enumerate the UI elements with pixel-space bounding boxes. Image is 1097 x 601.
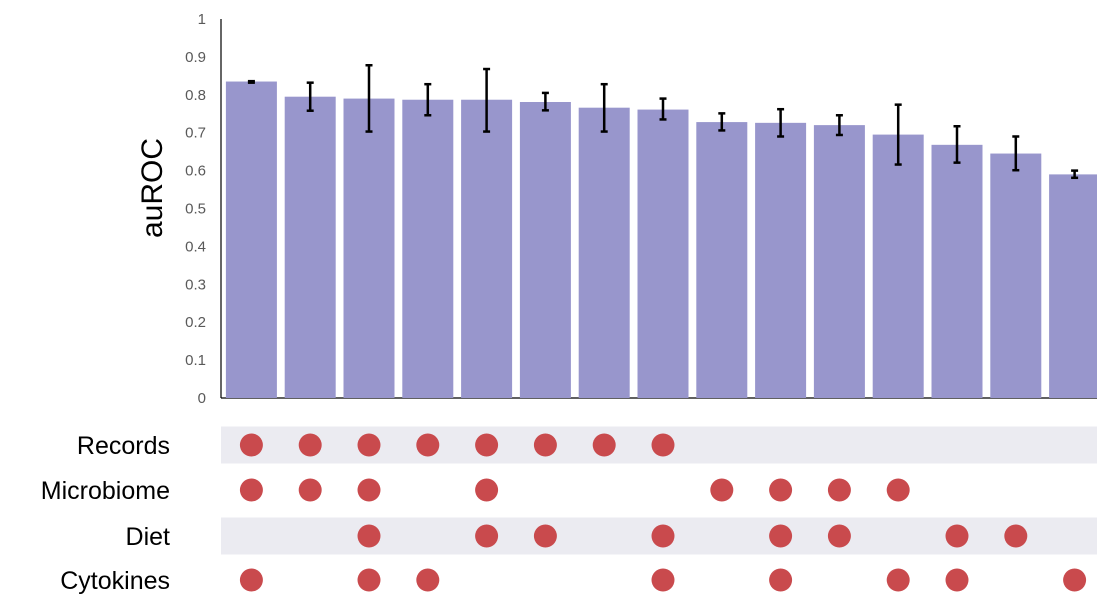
membership-dot <box>416 433 440 457</box>
membership-dot <box>239 478 263 502</box>
membership-dot <box>651 524 675 548</box>
bar <box>402 99 454 399</box>
row-label-records: Records <box>77 432 170 460</box>
y-tick-label: 0.4 <box>185 238 206 255</box>
row-label-diet: Diet <box>126 523 171 551</box>
membership-dot <box>475 433 499 457</box>
bar <box>755 122 807 398</box>
row-label-cytokines: Cytokines <box>60 567 170 595</box>
bar <box>990 153 1042 398</box>
membership-dot <box>239 568 263 592</box>
y-tick-label: 1 <box>198 11 206 28</box>
membership-dot <box>769 568 793 592</box>
membership-dot <box>475 524 499 548</box>
y-tick-label: 0.1 <box>185 352 206 369</box>
y-tick-label: 0.9 <box>185 49 206 66</box>
y-tick-label: 0.2 <box>185 314 206 331</box>
membership-dot <box>533 524 557 548</box>
membership-dot <box>886 568 910 592</box>
y-tick-label: 0.7 <box>185 125 206 142</box>
bar <box>343 98 395 398</box>
y-tick-label: 0.5 <box>185 201 206 218</box>
membership-dot <box>1063 568 1087 592</box>
y-tick-label: 0 <box>198 390 206 407</box>
bar <box>578 107 630 398</box>
membership-dot <box>357 433 381 457</box>
membership-dot <box>298 478 322 502</box>
y-tick-label: 0.3 <box>185 276 206 293</box>
y-tick-label: 0.8 <box>185 87 206 104</box>
bar <box>813 125 865 399</box>
bar <box>696 122 748 398</box>
membership-dot <box>886 478 910 502</box>
membership-dot <box>592 433 616 457</box>
membership-dot <box>357 478 381 502</box>
membership-dot <box>416 568 440 592</box>
membership-dot <box>945 524 969 548</box>
membership-dot <box>357 568 381 592</box>
bar <box>225 81 277 398</box>
membership-dot <box>827 524 851 548</box>
bar <box>637 109 689 399</box>
membership-dot <box>651 568 675 592</box>
bar <box>1049 174 1097 398</box>
bar <box>519 102 571 398</box>
membership-dot <box>769 478 793 502</box>
membership-dot <box>769 524 793 548</box>
membership-dot <box>533 433 557 457</box>
membership-dot <box>298 433 322 457</box>
membership-dot <box>357 524 381 548</box>
membership-dot <box>945 568 969 592</box>
membership-dot <box>475 478 499 502</box>
membership-dot <box>710 478 734 502</box>
membership-dot <box>239 433 263 457</box>
bar <box>284 96 336 398</box>
row-label-microbiome: Microbiome <box>41 477 170 505</box>
y-tick-label: 0.6 <box>185 163 206 180</box>
bar <box>931 144 983 398</box>
bar <box>872 134 924 398</box>
membership-dot <box>1004 524 1028 548</box>
membership-dot <box>827 478 851 502</box>
membership-dot <box>651 433 675 457</box>
bar <box>461 99 513 399</box>
y-axis-title: auROC <box>136 138 169 238</box>
